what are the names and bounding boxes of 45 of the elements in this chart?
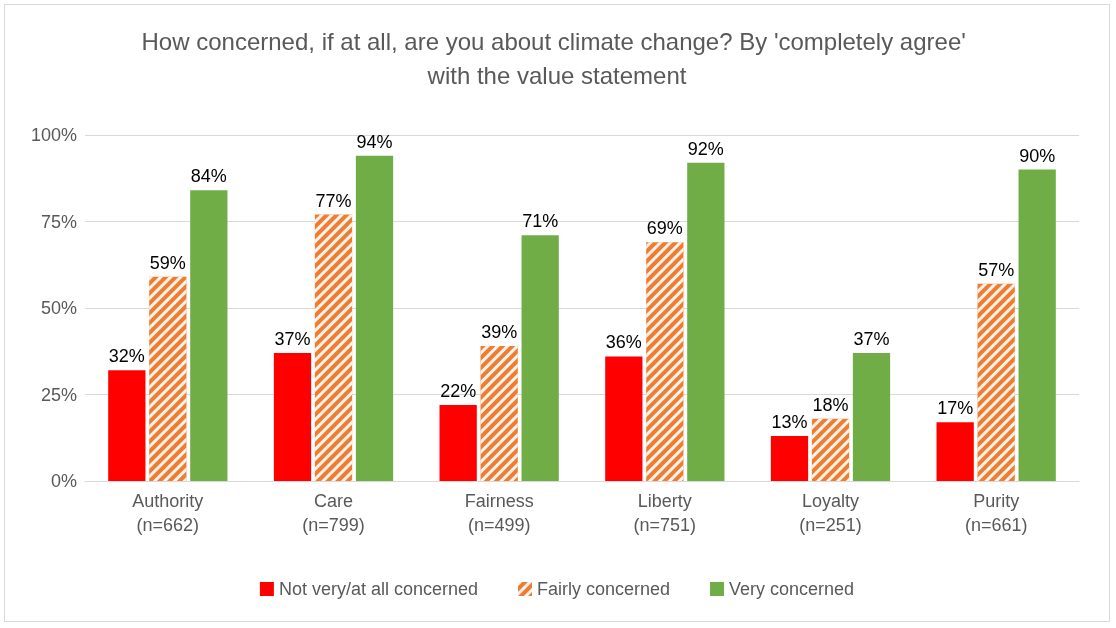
data-label: 90% — [1019, 145, 1056, 166]
y-tick-label: 75% — [40, 211, 77, 232]
data-label: 18% — [812, 394, 849, 415]
data-label: 22% — [440, 380, 477, 401]
y-tick-label: 100% — [30, 125, 77, 145]
x-tick-label: Authority (n=662) — [132, 491, 204, 535]
x-tick-label: Purity (n=661) — [964, 491, 1028, 535]
y-tick-label: 25% — [40, 384, 77, 405]
data-label: 77% — [315, 190, 352, 211]
data-label: 39% — [481, 322, 518, 343]
bar — [273, 352, 312, 481]
legend-label: Not very/at all concerned — [278, 579, 478, 599]
bar — [605, 356, 643, 481]
bar — [439, 404, 477, 481]
data-label: 17% — [937, 398, 974, 419]
x-tick-label: Care (n=799) — [302, 491, 365, 535]
bar — [687, 162, 725, 481]
legend-label: Fairly concerned — [536, 579, 671, 599]
data-label: 59% — [149, 252, 186, 273]
bar — [108, 370, 146, 481]
bar — [936, 422, 974, 481]
bar — [190, 190, 228, 481]
data-label: 94% — [356, 131, 393, 152]
data-label: 32% — [108, 346, 145, 367]
x-tick-label: Loyalty (n=251) — [799, 491, 862, 535]
data-label: 69% — [646, 218, 683, 239]
y-tick-label: 50% — [40, 298, 77, 318]
x-tick-label: Liberty (n=751) — [633, 491, 697, 535]
bar — [355, 155, 394, 481]
data-label: 57% — [978, 259, 1015, 280]
data-label: 36% — [605, 332, 642, 353]
bar — [852, 352, 891, 481]
data-label: 84% — [190, 166, 227, 187]
data-label: 37% — [853, 328, 890, 349]
y-tick-label: 0% — [50, 471, 77, 491]
chart-title: How concerned, if at all, are you about climate change? By 'completely agree' with the value statement — [141, 27, 973, 89]
data-label: 71% — [522, 211, 559, 232]
bar — [770, 436, 809, 481]
data-label: 92% — [687, 138, 724, 159]
bar — [1018, 169, 1056, 481]
bar — [521, 235, 559, 481]
data-label: 13% — [771, 412, 808, 433]
x-tick-label: Fairness (n=499) — [464, 491, 534, 535]
data-label: 37% — [274, 328, 311, 349]
legend-label: Very concerned — [729, 579, 855, 599]
